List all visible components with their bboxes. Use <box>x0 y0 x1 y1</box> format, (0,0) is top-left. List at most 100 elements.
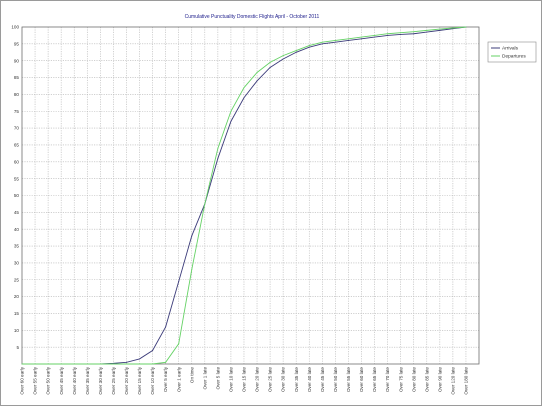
y-tick-label: 50 <box>14 193 20 198</box>
data-point-departures <box>452 27 454 29</box>
x-tick-label: Over 25 early <box>111 366 116 394</box>
y-tick-label: 45 <box>14 210 20 215</box>
data-point-departures <box>99 363 101 365</box>
data-point-departures <box>21 363 23 365</box>
data-point-arrivals <box>334 41 336 43</box>
data-point-departures <box>256 71 258 73</box>
y-tick-label: 90 <box>14 58 20 63</box>
data-point-departures <box>400 32 402 34</box>
data-point-departures <box>295 50 297 52</box>
y-tick-label: 60 <box>14 159 20 164</box>
data-point-arrivals <box>243 97 245 99</box>
x-tick-label: Over 10 late <box>229 367 234 392</box>
x-tick-label: Over 1 early <box>176 366 181 392</box>
data-point-departures <box>60 363 62 365</box>
y-tick-label: 70 <box>14 126 20 131</box>
x-tick-label: Over 40 early <box>72 366 77 394</box>
x-tick-label: Over 30 late <box>281 367 286 392</box>
y-tick-label: 40 <box>14 227 20 232</box>
y-tick-label: 10 <box>14 328 20 333</box>
data-point-departures <box>465 26 467 28</box>
x-tick-label: Over 30 early <box>98 366 103 394</box>
data-point-arrivals <box>269 66 271 68</box>
data-point-arrivals <box>139 358 141 360</box>
data-point-departures <box>439 28 441 30</box>
y-tick-label: 35 <box>14 244 20 249</box>
x-tick-label: Over 15 late <box>242 367 247 392</box>
x-tick-label: Over 45 early <box>59 366 64 394</box>
x-tick-label: Over 60 late <box>359 367 364 392</box>
y-tick-label: 65 <box>14 143 20 148</box>
x-tick-label: Over 1 late <box>202 367 207 390</box>
data-point-arrivals <box>230 120 232 122</box>
data-point-departures <box>204 203 206 205</box>
data-point-departures <box>347 38 349 40</box>
data-point-arrivals <box>387 34 389 36</box>
data-point-departures <box>178 343 180 345</box>
x-tick-label: Over 50 late <box>333 367 338 392</box>
data-point-departures <box>413 31 415 33</box>
data-point-arrivals <box>400 33 402 35</box>
data-point-departures <box>308 45 310 47</box>
data-point-arrivals <box>413 33 415 35</box>
data-point-arrivals <box>374 36 376 38</box>
x-tick-label: Over 45 late <box>320 367 325 392</box>
y-tick-label: 20 <box>14 294 20 299</box>
plot-border <box>21 26 480 365</box>
chart-title: Cumulative Punctuality Domestic Flights … <box>185 14 320 20</box>
x-tick-label: Over 120 late <box>450 367 455 395</box>
series-lines <box>21 26 467 365</box>
legend-box <box>487 41 537 63</box>
data-point-departures <box>73 363 75 365</box>
x-tick-label: Over 70 late <box>385 367 390 392</box>
data-point-departures <box>217 147 219 149</box>
data-point-departures <box>139 363 141 365</box>
data-point-departures <box>387 33 389 35</box>
data-point-arrivals <box>165 326 167 328</box>
data-point-arrivals <box>125 361 127 363</box>
data-point-departures <box>243 87 245 89</box>
data-point-departures <box>360 36 362 38</box>
data-point-departures <box>34 363 36 365</box>
y-tick-label: 5 <box>16 345 19 350</box>
x-tick-label: Over 35 early <box>85 366 90 394</box>
y-tick-label: 75 <box>14 109 20 114</box>
data-point-arrivals <box>152 350 154 352</box>
data-point-departures <box>230 110 232 112</box>
y-tick-label: 55 <box>14 176 20 181</box>
x-tick-label: Over 25 late <box>268 367 273 392</box>
x-tick-label: Over 50 early <box>46 366 51 394</box>
x-tick-label: Over 90 late <box>437 367 442 392</box>
x-tick-label: Over 40 late <box>307 367 312 392</box>
x-tick-label: On time <box>189 367 194 384</box>
x-tick-label: Over 60 early <box>20 366 25 394</box>
data-point-departures <box>282 55 284 57</box>
x-tick-label: Over 55 early <box>33 366 38 394</box>
data-point-departures <box>269 61 271 63</box>
grid <box>22 27 479 364</box>
data-point-arrivals <box>426 31 428 33</box>
x-tick-label: Over 75 late <box>398 367 403 392</box>
data-point-arrivals <box>347 39 349 41</box>
y-tick-label: 25 <box>14 277 20 282</box>
y-tick-label: 95 <box>14 41 20 46</box>
x-tick-label: Over 35 late <box>294 367 299 392</box>
data-point-departures <box>86 363 88 365</box>
x-axis-ticks: Over 60 early Over 55 early Over 50 early O… <box>20 366 469 394</box>
x-tick-label: Over 5 early <box>163 366 168 392</box>
x-tick-label: Over 20 late <box>255 367 260 392</box>
y-tick-label: 15 <box>14 311 20 316</box>
legend-label: Departures <box>502 54 526 60</box>
data-point-departures <box>334 39 336 41</box>
data-point-departures <box>426 29 428 31</box>
data-point-arrivals <box>321 43 323 45</box>
data-point-departures <box>112 363 114 365</box>
y-axis-ticks: 5 10 15 20 25 30 35 40 45 50 55 60 65 70 75 80 85 90 95 100 <box>11 25 19 350</box>
data-point-arrivals <box>256 80 258 82</box>
data-point-arrivals <box>308 46 310 48</box>
x-tick-label: Over 180 late <box>464 367 469 395</box>
x-tick-label: Over 85 late <box>424 367 429 392</box>
x-tick-label: Over 15 early <box>137 366 142 394</box>
